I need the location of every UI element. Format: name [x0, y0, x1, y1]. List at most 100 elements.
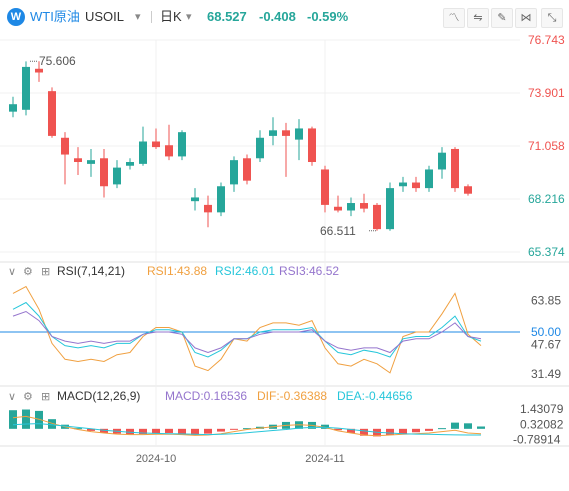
candle[interactable]	[438, 147, 446, 179]
candle[interactable]	[464, 184, 472, 196]
candle[interactable]	[204, 195, 212, 228]
candle-body	[308, 128, 316, 163]
candlestick-panel[interactable]: 76.743 73.901 71.058 68.216 65.374 75.606 66.…	[9, 33, 565, 259]
rsi-legend: ∨ ⚙ ⊞ RSI(7,14,21) RSI1:43.88 RSI2:46.01…	[8, 264, 339, 278]
candle[interactable]	[191, 188, 199, 211]
chevron-down-icon[interactable]: ▾	[135, 11, 141, 23]
candle[interactable]	[139, 126, 147, 166]
candle[interactable]	[373, 203, 381, 231]
candle[interactable]	[126, 158, 134, 170]
candle[interactable]	[230, 156, 238, 192]
time-axis: 2024-10 2024-11	[136, 453, 345, 465]
candle-body	[100, 158, 108, 187]
candle[interactable]	[399, 176, 407, 192]
macd-bar	[321, 424, 329, 429]
last-price: 68.527	[207, 9, 247, 24]
candle[interactable]	[386, 182, 394, 231]
macd-bar	[425, 428, 433, 431]
rsi-line	[12, 310, 482, 354]
indicator-menu-icon[interactable]: ⊞	[41, 391, 50, 403]
macd-bar	[100, 428, 108, 433]
macd-axis-label: 0.32082	[520, 417, 564, 431]
macd-bar	[48, 419, 56, 429]
candle[interactable]	[347, 197, 355, 217]
macd-bar	[152, 428, 160, 434]
candle-body	[61, 137, 69, 155]
macd-bar	[191, 428, 199, 436]
rsi-panel[interactable]: ∨ ⚙ ⊞ RSI(7,14,21) RSI1:43.88 RSI2:46.01…	[0, 264, 561, 381]
candle-body	[152, 141, 160, 148]
candle-body	[204, 204, 212, 213]
macd-bar	[35, 410, 43, 429]
macd-bar	[347, 428, 355, 433]
candle[interactable]	[243, 154, 251, 185]
candle-body	[386, 188, 394, 230]
collapse-icon[interactable]: ∨	[8, 266, 16, 278]
candle[interactable]	[321, 165, 329, 213]
candle-body	[295, 128, 303, 140]
candle-body	[191, 197, 199, 202]
fullscreen-icon[interactable]: ⤡	[541, 8, 563, 28]
candle[interactable]	[256, 130, 264, 163]
candle[interactable]	[308, 126, 316, 166]
low-price-annotation: 66.511	[320, 224, 356, 238]
candle[interactable]	[451, 147, 459, 192]
symbol-code[interactable]: USOIL	[85, 9, 125, 24]
interval-selector[interactable]: 日K	[160, 9, 182, 24]
settings-icon[interactable]: ⚙	[23, 391, 33, 403]
settings-icon[interactable]: ⋈	[515, 8, 537, 28]
rsi-axis-label: 50.00	[531, 325, 561, 339]
candle[interactable]	[217, 182, 225, 217]
candle[interactable]	[87, 148, 95, 177]
candle[interactable]	[9, 96, 17, 118]
candle[interactable]	[100, 148, 108, 198]
dif-line	[12, 415, 482, 437]
price-annotations: 75.606 66.511	[30, 54, 376, 238]
compare-icon[interactable]: ⇋	[467, 8, 489, 28]
macd-panel[interactable]: ∨ ⚙ ⊞ MACD(12,26,9) MACD:0.16536 DIF:-0.…	[8, 389, 564, 447]
candle[interactable]	[412, 176, 420, 192]
macd-bar	[451, 422, 459, 429]
candle[interactable]	[152, 128, 160, 149]
candle-body	[438, 152, 446, 170]
draw-icon[interactable]: ✎	[491, 8, 513, 28]
candle[interactable]	[35, 61, 43, 82]
candle[interactable]	[269, 117, 277, 146]
rsi-axis-label: 63.85	[531, 294, 561, 308]
candle[interactable]	[165, 124, 173, 161]
candle[interactable]	[48, 87, 56, 138]
macd-legend-value: MACD:0.16536	[165, 389, 247, 403]
candle[interactable]	[178, 130, 186, 161]
candle[interactable]	[282, 122, 290, 177]
macd-bar	[386, 428, 394, 436]
candle[interactable]	[113, 160, 121, 189]
candle[interactable]	[334, 195, 342, 213]
macd-bar	[22, 409, 30, 429]
macd-bar	[334, 428, 342, 431]
settings-icon[interactable]: ⚙	[23, 266, 33, 278]
price-axis-label: 73.901	[528, 86, 565, 100]
indicator-icon[interactable]: 〽	[443, 8, 465, 28]
candle[interactable]	[74, 147, 82, 176]
indicator-menu-icon[interactable]: ⊞	[41, 266, 50, 278]
symbol-name[interactable]: WTI原油	[30, 9, 80, 24]
price-axis-label: 71.058	[528, 139, 565, 153]
collapse-icon[interactable]: ∨	[8, 391, 16, 403]
macd-bar	[412, 428, 420, 433]
candles[interactable]	[9, 61, 472, 231]
macd-bar	[230, 428, 238, 430]
candle-body	[360, 203, 368, 209]
candle[interactable]	[425, 165, 433, 192]
candle[interactable]	[22, 61, 30, 116]
high-price-annotation: 75.606	[39, 54, 76, 68]
candle-body	[9, 104, 17, 112]
candle[interactable]	[360, 193, 368, 213]
candle-body	[334, 206, 342, 211]
chevron-down-icon[interactable]: ▾	[186, 11, 192, 23]
candle[interactable]	[61, 132, 69, 185]
dea-legend: DEA:-0.44656	[337, 389, 413, 403]
candle[interactable]	[295, 119, 303, 161]
